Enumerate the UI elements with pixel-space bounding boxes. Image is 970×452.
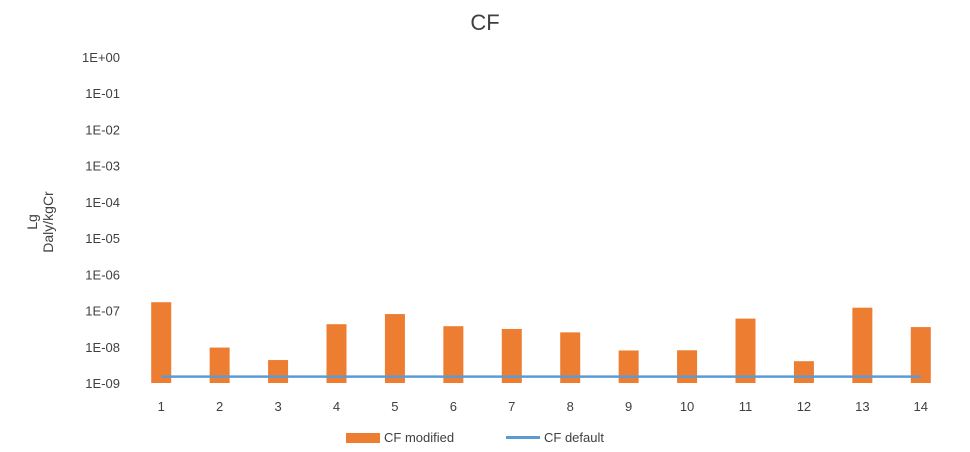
legend-item-cf-default: CF default [506,430,604,445]
x-tick-label: 2 [216,399,223,414]
bar [151,302,172,383]
y-tick-label: 1E-05 [85,231,120,246]
x-tick-label: 6 [450,399,457,414]
y-tick-label: 1E-08 [85,340,120,355]
bar [501,328,522,383]
x-tick-label: 13 [855,399,869,414]
chart-title: CF [470,10,500,35]
bar [209,347,230,383]
bar-series [151,302,931,383]
x-tick-label: 9 [625,399,632,414]
bar [384,314,405,383]
bar [268,360,289,383]
bar [443,326,464,383]
y-axis-ticks: 1E+00 1E-01 1E-02 1E-03 1E-04 1E-05 1E-06 1E-07… [82,50,120,391]
legend-swatch-line [506,436,540,439]
x-tick-label: 8 [567,399,574,414]
y-tick-label: 1E-02 [85,122,120,137]
x-tick-label: 5 [391,399,398,414]
y-tick-label: 1E-04 [85,195,120,210]
legend-swatch-bar [346,432,380,443]
y-tick-label: 1E-07 [85,304,120,319]
x-tick-label: 3 [274,399,281,414]
legend-label: CF default [544,430,604,445]
y-tick-label: 1E-03 [85,159,120,174]
x-tick-label: 10 [680,399,694,414]
bar [735,318,756,383]
bar [910,327,931,383]
x-tick-label: 12 [797,399,811,414]
y-tick-label: 1E+00 [82,50,120,65]
x-axis-ticks: 1 2 3 4 5 6 7 8 9 10 11 12 13 14 [158,399,928,414]
bar [793,361,814,383]
x-tick-label: 11 [739,399,753,414]
x-tick-label: 4 [333,399,340,414]
y-tick-label: 1E-01 [85,86,120,101]
legend-label: CF modified [384,430,455,445]
bar [852,307,873,383]
x-tick-label: 7 [508,399,515,414]
y-tick-label: 1E-09 [85,376,120,391]
y-tick-label: 1E-06 [85,267,120,282]
bar [560,332,581,383]
legend-item-cf-modified: CF modified [346,430,454,445]
bar [618,350,639,383]
bar [326,324,347,383]
x-tick-label: 14 [914,399,928,414]
x-tick-label: 1 [158,399,165,414]
bar [677,350,698,383]
